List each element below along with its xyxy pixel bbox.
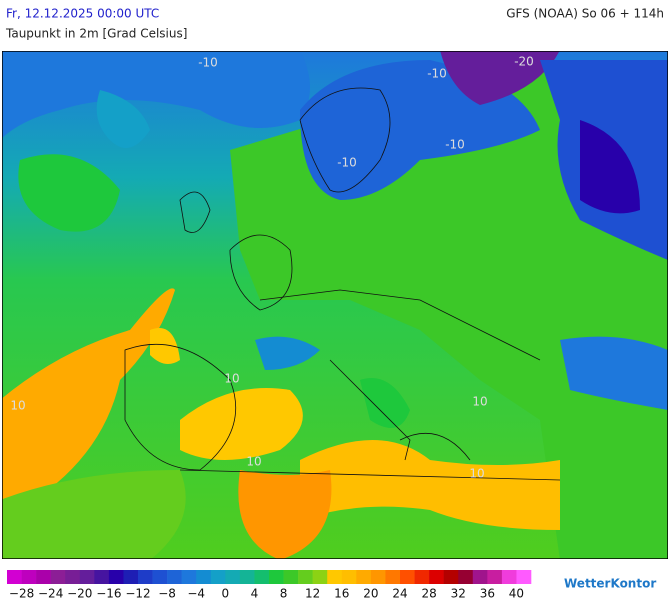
legend-swatch <box>65 570 81 584</box>
legend-swatch <box>181 570 197 584</box>
legend-swatch <box>239 570 255 584</box>
legend-swatch <box>487 570 503 584</box>
legend-swatch <box>400 570 415 584</box>
legend-label: −16 <box>96 587 121 600</box>
contour-label: 10 <box>469 467 484 481</box>
legend-swatch <box>167 570 182 584</box>
color-legend: −28 −24 −20 −16 −12 −8 −4 0 4 8 12 16 20 24 28 32 36 40 <box>7 570 532 600</box>
legend-swatch <box>7 570 22 584</box>
legend-label: 36 <box>480 587 495 600</box>
legend-label: 28 <box>421 587 436 600</box>
contour-label: -20 <box>514 55 534 69</box>
legend-swatch <box>298 570 313 584</box>
legend-swatch <box>327 570 343 584</box>
legend-label: 20 <box>363 587 378 600</box>
legend-label: −8 <box>158 587 176 600</box>
legend-swatch <box>429 570 444 584</box>
date-time: Fr, 12.12.2025 00:00 UTC <box>6 7 159 21</box>
legend-swatch <box>414 570 430 584</box>
legend-swatch <box>269 570 284 584</box>
legend-swatch <box>21 570 37 584</box>
legend-swatch <box>501 570 517 584</box>
legend-swatch <box>50 570 66 584</box>
legend-swatch <box>210 570 226 584</box>
legend-swatch <box>341 570 357 584</box>
contour-label: -10 <box>427 67 447 81</box>
legend-label: −28 <box>9 587 34 600</box>
legend-swatch <box>385 570 401 584</box>
legend-swatch <box>283 570 299 584</box>
legend-swatch <box>472 570 488 584</box>
contour-label: 10 <box>472 395 487 409</box>
legend-label: 16 <box>334 587 349 600</box>
legend-swatch <box>79 570 95 584</box>
legend-swatch <box>225 570 241 584</box>
map <box>2 51 668 559</box>
legend-swatch <box>516 570 532 584</box>
legend-swatch <box>443 570 459 584</box>
contour-label: 10 <box>224 372 239 386</box>
model-info: GFS (NOAA) So 06 + 114h <box>506 7 664 21</box>
contour-label: -10 <box>337 156 357 170</box>
brand: WetterKontor <box>564 577 656 591</box>
legend-swatch <box>254 570 270 584</box>
contour-label: -10 <box>445 138 465 152</box>
legend-label: 0 <box>222 587 230 600</box>
contour-labels: -10 -20 -10 -10 -10 10 10 10 10 10 <box>10 55 533 481</box>
legend-swatch <box>312 570 328 584</box>
legend-swatch <box>138 570 153 584</box>
legend-label: 32 <box>451 587 466 600</box>
legend-label: −12 <box>125 587 150 600</box>
legend-label: 24 <box>392 587 407 600</box>
legend-label: 4 <box>251 587 259 600</box>
legend-label: −4 <box>187 587 205 600</box>
map-title: Taupunkt in 2m [Grad Celsius] <box>5 27 187 41</box>
legend-label: 40 <box>509 587 524 600</box>
contour-label: -10 <box>198 56 218 70</box>
legend-swatch <box>94 570 110 584</box>
legend-swatch <box>152 570 168 584</box>
legend-label: −24 <box>38 587 63 600</box>
legend-swatch <box>356 570 372 584</box>
legend-swatch <box>458 570 474 584</box>
legend-swatch <box>108 570 124 584</box>
legend-swatch <box>196 570 212 584</box>
legend-swatch <box>123 570 139 584</box>
legend-label: 12 <box>305 587 320 600</box>
legend-swatch <box>36 570 51 584</box>
legend-swatch <box>370 570 386 584</box>
legend-label: 8 <box>280 587 288 600</box>
contour-label: 10 <box>10 399 25 413</box>
contour-label: 10 <box>246 455 261 469</box>
legend-label: −20 <box>67 587 92 600</box>
